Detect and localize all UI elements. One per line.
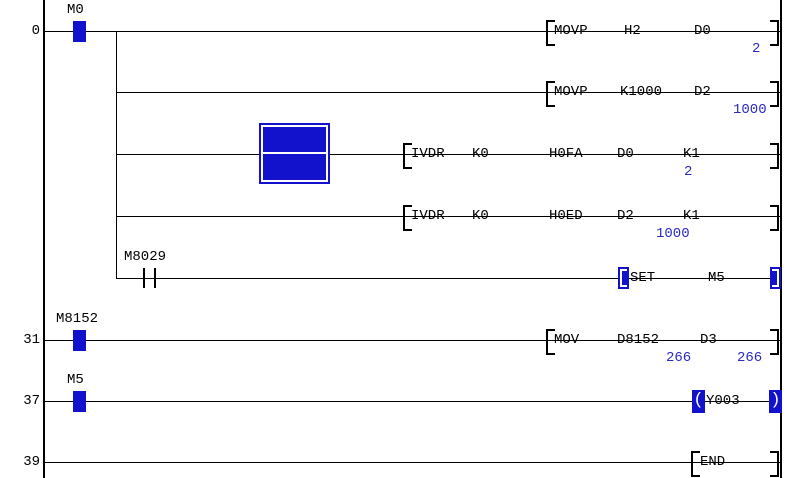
bracket-close-icon xyxy=(770,20,779,46)
wire xyxy=(116,92,780,93)
bracket-close-icon xyxy=(770,329,779,355)
instruction-operand[interactable]: K0 xyxy=(472,146,489,162)
contact-bar xyxy=(154,268,156,288)
rung-step-number: 39 xyxy=(23,454,40,470)
instruction-operand[interactable]: K1 xyxy=(683,208,700,224)
wire xyxy=(116,278,780,279)
bracket-close-icon xyxy=(770,451,779,477)
contact-m0[interactable] xyxy=(73,21,86,42)
wire xyxy=(116,216,780,217)
contact-label: M8029 xyxy=(124,249,167,265)
monitor-value: 2 xyxy=(752,41,761,57)
bracket-open-icon xyxy=(546,20,555,46)
monitor-value: 266 xyxy=(666,350,692,366)
instruction-operand[interactable]: H2 xyxy=(624,23,641,39)
rung-step-number: 31 xyxy=(23,332,40,348)
rung-step-number: 0 xyxy=(31,23,40,39)
monitor-value: 2 xyxy=(684,164,693,180)
wire xyxy=(45,462,780,463)
bracket-close-icon xyxy=(770,81,779,107)
instruction-operand[interactable]: M5 xyxy=(708,270,725,286)
instruction-operand[interactable]: K1000 xyxy=(620,84,663,100)
instruction-mnemonic[interactable]: SET xyxy=(630,270,656,286)
instruction-operand[interactable]: H0FA xyxy=(549,146,583,162)
wire xyxy=(45,401,780,402)
monitor-value: 1000 xyxy=(656,226,690,242)
instruction-operand[interactable]: K1 xyxy=(683,146,700,162)
bracket-open-icon xyxy=(403,143,412,169)
bracket-close-energized-icon xyxy=(770,267,781,289)
contact-label: M8152 xyxy=(56,311,99,327)
instruction-mnemonic[interactable]: IVDR xyxy=(411,208,445,224)
wire xyxy=(45,340,780,341)
instruction-operand[interactable]: H0ED xyxy=(549,208,583,224)
instruction-operand[interactable]: K0 xyxy=(472,208,489,224)
right-power-rail xyxy=(780,0,782,478)
bracket-open-icon xyxy=(546,329,555,355)
monitor-value: 1000 xyxy=(733,102,767,118)
edit-cursor[interactable] xyxy=(259,123,330,184)
instruction-operand[interactable]: D8152 xyxy=(617,332,660,348)
wire xyxy=(45,31,780,32)
wire xyxy=(116,154,780,155)
coil-paren-open-icon: ( xyxy=(692,390,705,413)
instruction-operand[interactable]: D3 xyxy=(700,332,717,348)
monitor-value: 266 xyxy=(737,350,763,366)
instruction-operand[interactable]: D0 xyxy=(617,146,634,162)
instruction-operand[interactable]: D2 xyxy=(617,208,634,224)
instruction-mnemonic[interactable]: MOV xyxy=(554,332,580,348)
bracket-open-icon xyxy=(403,205,412,231)
bracket-open-energized-icon xyxy=(618,267,629,289)
contact-label: M5 xyxy=(67,372,84,388)
contact-m8029[interactable] xyxy=(141,268,163,288)
coil-paren-close-icon: ) xyxy=(769,390,782,413)
left-power-rail xyxy=(43,0,45,478)
bracket-close-icon xyxy=(770,205,779,231)
end-instruction[interactable]: END xyxy=(700,454,726,470)
contact-label: M0 xyxy=(67,2,84,18)
instruction-operand[interactable]: D0 xyxy=(694,23,711,39)
contact-bar xyxy=(143,268,145,288)
instruction-mnemonic[interactable]: IVDR xyxy=(411,146,445,162)
instruction-mnemonic[interactable]: MOVP xyxy=(554,23,588,39)
instruction-mnemonic[interactable]: MOVP xyxy=(554,84,588,100)
instruction-operand[interactable]: D2 xyxy=(694,84,711,100)
contact-m5[interactable] xyxy=(73,391,86,412)
contact-m8152[interactable] xyxy=(73,330,86,351)
coil-y003[interactable]: Y003 xyxy=(706,393,740,409)
bracket-close-icon xyxy=(770,143,779,169)
bracket-open-icon xyxy=(691,451,700,477)
rung-step-number: 37 xyxy=(23,393,40,409)
bracket-open-icon xyxy=(546,81,555,107)
